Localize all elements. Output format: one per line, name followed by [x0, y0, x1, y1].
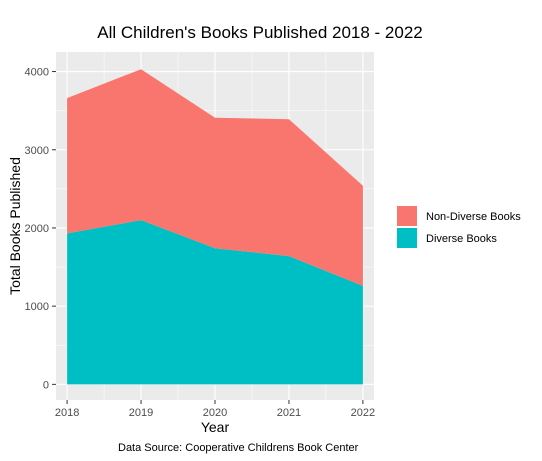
- y-axis-title: Total Books Published: [7, 157, 23, 295]
- x-tick-label: 2019: [129, 407, 153, 419]
- legend-key-non-diverse-books: [397, 206, 417, 226]
- x-tick-labels: 2018 2019 2020 2021 2022: [55, 407, 375, 419]
- x-tick-label: 2021: [277, 407, 301, 419]
- data-source-caption: Data Source: Cooperative Childrens Book …: [118, 442, 359, 454]
- x-axis-title: Year: [201, 419, 230, 435]
- chart-title: All Children's Books Published 2018 - 20…: [97, 23, 423, 42]
- legend: Non-Diverse Books Diverse Books: [397, 206, 521, 248]
- legend-label-diverse-books: Diverse Books: [426, 233, 497, 245]
- area-non-diverse-books: [67, 69, 363, 286]
- legend-label-non-diverse-books: Non-Diverse Books: [426, 211, 521, 223]
- y-tick-label: 0: [43, 379, 49, 391]
- legend-key-diverse-books: [397, 228, 417, 248]
- x-tick-label: 2022: [351, 407, 375, 419]
- x-tick-label: 2018: [55, 407, 79, 419]
- y-tick-label: 3000: [25, 145, 49, 157]
- y-tick-labels: 0 1000 2000 3000 4000: [25, 67, 49, 392]
- y-tick-label: 4000: [25, 67, 49, 79]
- y-tick-label: 1000: [25, 301, 49, 313]
- area-diverse-books: [67, 220, 363, 385]
- area-layers: [67, 69, 363, 385]
- axis-ticks: [52, 71, 364, 404]
- x-tick-label: 2020: [203, 407, 227, 419]
- y-tick-label: 2000: [25, 223, 49, 235]
